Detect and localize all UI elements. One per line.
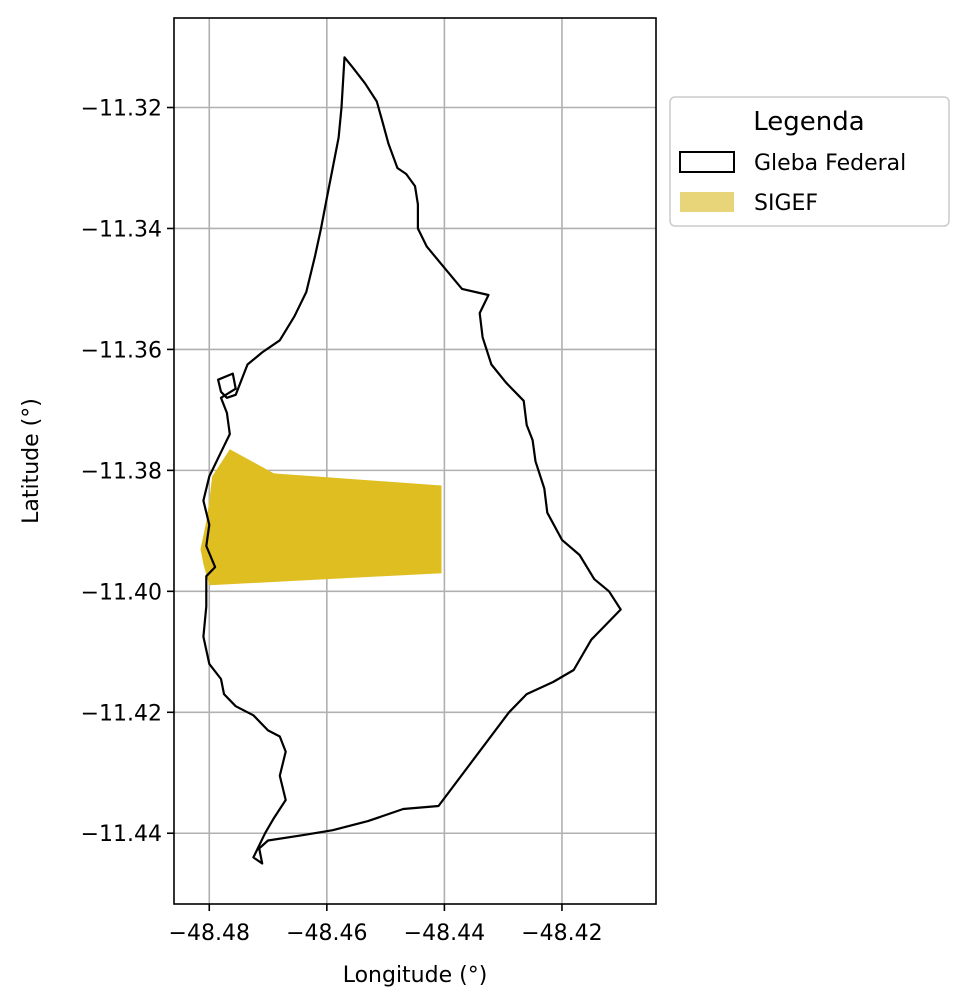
x-tick-label: −48.44 <box>404 921 485 946</box>
x-tick-label: −48.48 <box>169 921 250 946</box>
legend: Legenda Gleba Federal SIGEF <box>669 96 950 227</box>
y-axis-ticks: −11.32 −11.34 −11.36 −11.38 −11.40 −11.42 −11.… <box>81 97 174 847</box>
y-tick-label: −11.44 <box>81 822 162 847</box>
legend-box <box>669 96 950 227</box>
plot-frame <box>173 17 657 905</box>
y-tick-label: −11.38 <box>81 459 162 484</box>
y-tick-label: −11.40 <box>81 580 162 605</box>
legend-title: Legenda <box>753 107 864 137</box>
grid-lines <box>174 18 656 904</box>
x-axis-label: Longitude (°) <box>343 963 488 988</box>
x-axis-ticks: −48.48 −48.46 −48.44 −48.42 <box>169 904 603 946</box>
y-tick-label: −11.32 <box>81 97 162 122</box>
y-axis-label: Latitude (°) <box>19 398 44 524</box>
x-tick-label: −48.42 <box>521 921 602 946</box>
legend-label-gleba-federal: Gleba Federal <box>754 151 906 176</box>
y-tick-label: −11.42 <box>81 701 162 726</box>
legend-swatch-gleba-federal <box>679 151 735 173</box>
x-tick-label: −48.46 <box>286 921 367 946</box>
sigef-polygon <box>200 449 442 586</box>
legend-label-sigef: SIGEF <box>754 191 818 216</box>
gleba-federal-boundary <box>202 56 622 865</box>
y-tick-label: −11.34 <box>81 217 162 242</box>
legend-swatch-sigef <box>680 192 734 212</box>
y-tick-label: −11.36 <box>81 338 162 363</box>
